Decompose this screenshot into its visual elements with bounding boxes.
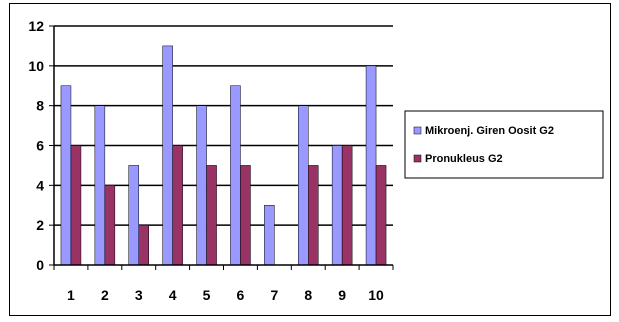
x-tick-label: 5 <box>203 287 211 303</box>
x-tick-label: 9 <box>338 287 346 303</box>
bar-series-2 <box>341 145 353 266</box>
bar-series-2 <box>172 145 183 266</box>
x-tick-label: 7 <box>270 287 278 303</box>
x-tick-label: 4 <box>169 287 177 303</box>
legend-box <box>404 110 604 179</box>
bars <box>60 45 387 266</box>
x-tick-label: 8 <box>304 287 312 303</box>
bar-series-1 <box>162 45 173 266</box>
bar-series-1 <box>365 65 377 266</box>
x-tick-label: 10 <box>368 287 384 303</box>
legend: Mikroenj. Giren Oosit G2 Pronukleus G2 <box>404 110 604 179</box>
bar-series-1 <box>230 85 241 266</box>
y-tick-label: 4 <box>36 177 44 193</box>
y-tick-label: 8 <box>36 98 44 114</box>
bar-series-1 <box>128 165 139 266</box>
bar-series-2 <box>240 165 251 266</box>
x-tick-label: 6 <box>237 287 245 303</box>
legend-swatch <box>413 126 422 135</box>
bar-series-2 <box>375 165 387 266</box>
y-tick-label: 2 <box>36 217 44 233</box>
legend-swatch <box>413 154 422 163</box>
y-tick-label: 12 <box>28 18 44 34</box>
bar-series-2 <box>206 165 217 266</box>
y-tick-label: 6 <box>36 138 44 154</box>
axes <box>49 25 394 270</box>
bar-series-1 <box>331 145 343 266</box>
x-tick-label: 1 <box>67 287 75 303</box>
bar-series-2 <box>104 185 116 266</box>
y-tick-label: 0 <box>36 257 44 273</box>
bar-series-1 <box>196 105 207 266</box>
bar-series-1 <box>94 105 106 266</box>
legend-label: Mikroenj. Giren Oosit G2 <box>425 125 554 137</box>
x-tick-label: 2 <box>101 287 109 303</box>
y-tick-label: 10 <box>28 58 44 74</box>
x-tick-label: 3 <box>135 287 143 303</box>
bar-series-1 <box>298 105 309 266</box>
legend-label: Pronukleus G2 <box>425 153 503 165</box>
bar-series-2 <box>138 224 149 266</box>
bar-series-2 <box>308 165 319 266</box>
bar-series-1 <box>60 85 72 266</box>
bar-series-2 <box>70 145 82 266</box>
bar-series-1 <box>264 205 275 266</box>
